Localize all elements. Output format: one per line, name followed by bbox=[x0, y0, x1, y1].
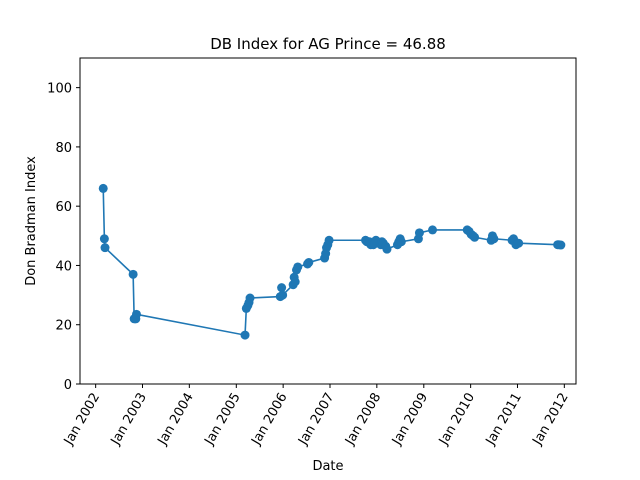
data-point-14 bbox=[277, 283, 287, 293]
y-axis: 0 20 40 60 80 100 bbox=[47, 82, 80, 393]
data-point-20 bbox=[293, 262, 303, 272]
data-point-7 bbox=[131, 309, 141, 319]
axes-frame bbox=[79, 57, 577, 385]
x-axis-label: Date bbox=[312, 459, 343, 474]
data-point-45 bbox=[414, 228, 424, 238]
data-point-3 bbox=[128, 269, 138, 279]
data-point-46 bbox=[428, 225, 438, 235]
data-point-18 bbox=[290, 277, 300, 287]
data-point-63 bbox=[556, 240, 566, 250]
data-point-27 bbox=[324, 235, 334, 245]
y-tick-label-2: 40 bbox=[55, 259, 72, 274]
data-point-43 bbox=[396, 237, 406, 247]
data-point-51 bbox=[470, 232, 480, 242]
data-point-1 bbox=[99, 234, 109, 244]
data-point-22 bbox=[304, 257, 314, 267]
data-point-12 bbox=[245, 293, 255, 303]
data-point-8 bbox=[240, 330, 250, 340]
data-point-54 bbox=[489, 234, 499, 244]
y-tick-label-1: 20 bbox=[55, 319, 72, 334]
y-axis-label: Don Bradman Index bbox=[24, 156, 39, 286]
data-point-0 bbox=[98, 183, 108, 193]
data-point-39 bbox=[382, 244, 392, 254]
series-points bbox=[98, 183, 566, 340]
y-tick-label-5: 100 bbox=[47, 82, 72, 97]
data-point-60 bbox=[514, 238, 524, 248]
data-point-15 bbox=[278, 290, 288, 300]
chart-title: DB Index for AG Prince = 46.88 bbox=[210, 35, 446, 53]
y-tick-label-4: 80 bbox=[55, 141, 72, 156]
data-point-2 bbox=[100, 243, 110, 253]
y-tick-label-3: 60 bbox=[55, 200, 72, 215]
y-tick-label-0: 0 bbox=[64, 378, 72, 393]
